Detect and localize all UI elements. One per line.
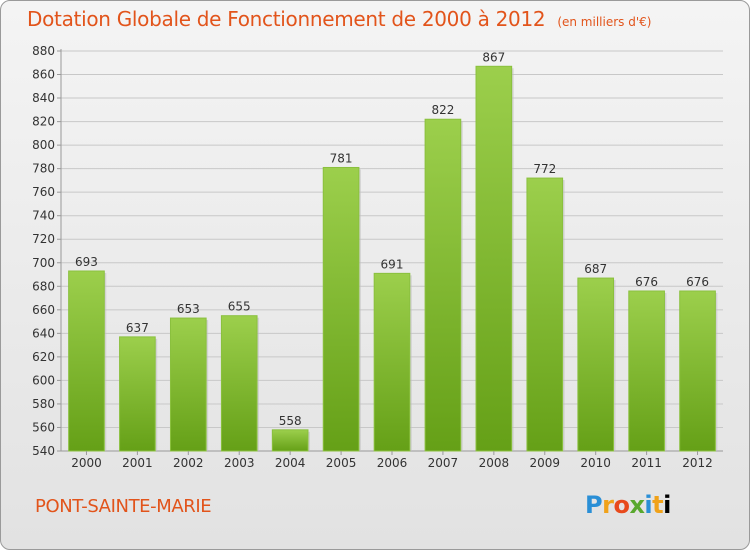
- commune-name: PONT-SAINTE-MARIE: [35, 496, 212, 517]
- bar-value-label: 687: [584, 262, 607, 276]
- bar: [628, 290, 665, 452]
- logo-letter: P: [585, 491, 603, 519]
- proxiti-logo: Proxiti: [585, 491, 671, 519]
- bar-value-label: 772: [533, 162, 556, 176]
- bar: [577, 277, 615, 452]
- logo-letter: r: [602, 491, 614, 519]
- chart-title: Dotation Globale de Fonctionnement de 20…: [27, 7, 651, 31]
- y-tick-label: 820: [32, 115, 55, 129]
- x-tick-label: 2002: [173, 456, 204, 470]
- y-tick-label: 780: [32, 162, 55, 176]
- logo-letter: o: [613, 491, 630, 519]
- bar: [475, 65, 513, 452]
- y-tick-label: 880: [32, 44, 55, 58]
- y-tick-label: 640: [32, 326, 55, 340]
- y-tick-label: 660: [32, 303, 55, 317]
- x-tick-label: 2009: [529, 456, 560, 470]
- bar: [220, 315, 258, 452]
- x-tick-label: 2007: [428, 456, 459, 470]
- x-tick-label: 2008: [479, 456, 510, 470]
- bar: [68, 270, 105, 452]
- bar: [679, 290, 716, 452]
- y-tick-label: 860: [32, 68, 55, 82]
- bar-value-label: 637: [126, 321, 149, 335]
- logo-letter: t: [652, 491, 664, 519]
- bar: [271, 429, 309, 452]
- x-tick-label: 2010: [580, 456, 611, 470]
- x-tick-label: 2005: [326, 456, 357, 470]
- y-tick-label: 620: [32, 350, 55, 364]
- logo-letter: i: [663, 491, 671, 519]
- bar-value-label: 558: [279, 414, 302, 428]
- bar-value-label: 822: [431, 103, 454, 117]
- bar: [119, 336, 156, 452]
- y-tick-label: 700: [32, 256, 55, 270]
- bar-value-label: 653: [177, 302, 200, 316]
- x-tick-label: 2006: [377, 456, 408, 470]
- bar-value-label: 676: [635, 275, 658, 289]
- y-tick-label: 580: [32, 397, 55, 411]
- bar-value-label: 693: [75, 255, 98, 269]
- bar: [424, 118, 462, 452]
- chart-subtitle: (en milliers d'€): [557, 15, 652, 29]
- chart-title-text: Dotation Globale de Fonctionnement de 20…: [27, 7, 546, 31]
- bar-value-label: 867: [482, 50, 505, 64]
- logo-letter: i: [644, 491, 653, 519]
- y-tick-label: 600: [32, 373, 55, 387]
- x-tick-label: 2003: [224, 456, 255, 470]
- x-tick-label: 2011: [631, 456, 662, 470]
- y-tick-label: 680: [32, 279, 55, 293]
- y-tick-label: 560: [32, 420, 55, 434]
- x-tick-label: 2001: [122, 456, 153, 470]
- bar-value-label: 781: [330, 151, 353, 165]
- bar-value-label: 676: [686, 275, 709, 289]
- bar: [169, 317, 207, 452]
- bar: [373, 272, 411, 452]
- y-tick-label: 840: [32, 91, 55, 105]
- y-tick-label: 760: [32, 185, 55, 199]
- x-tick-label: 2004: [275, 456, 306, 470]
- y-tick-label: 720: [32, 232, 55, 246]
- y-tick-label: 740: [32, 209, 55, 223]
- bar: [526, 177, 564, 452]
- bar: [322, 166, 360, 452]
- y-tick-label: 800: [32, 138, 55, 152]
- bar-value-label: 691: [381, 257, 404, 271]
- bar-value-label: 655: [228, 300, 251, 314]
- logo-letter: x: [629, 491, 645, 519]
- x-tick-label: 2012: [682, 456, 713, 470]
- x-tick-label: 2000: [71, 456, 102, 470]
- y-tick-label: 540: [32, 444, 55, 458]
